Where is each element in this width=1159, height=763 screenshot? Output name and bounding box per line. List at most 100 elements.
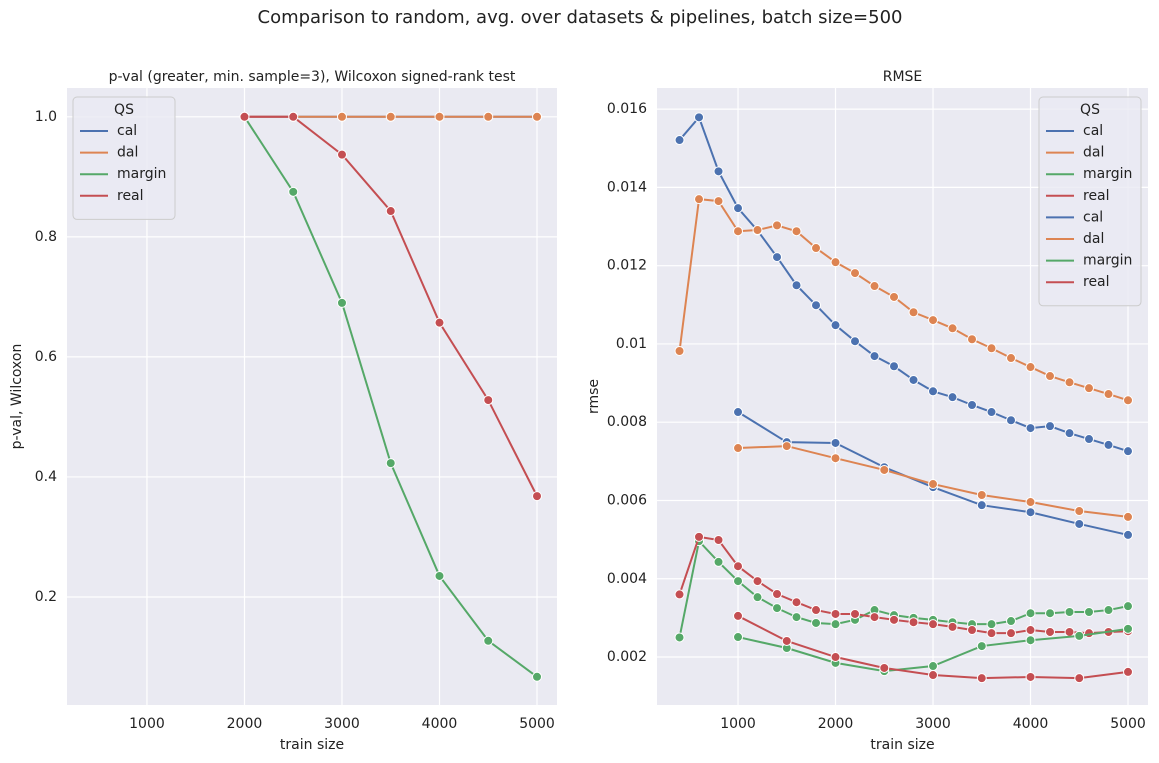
chart-title: RMSE [883,69,923,85]
marker [1123,601,1134,612]
x-tick-label: 3000 [324,716,360,732]
marker [1074,673,1085,684]
x-tick-label: 2000 [818,716,854,732]
legend-label: dal [117,145,138,161]
marker [1084,607,1095,618]
marker [1123,446,1134,457]
marker [967,625,978,636]
y-axis-label: p-val, Wilcoxon [9,344,25,450]
marker [733,610,744,621]
marker [1074,630,1085,641]
marker [811,243,822,254]
y-tick-label: 0.006 [607,492,647,508]
marker [830,257,841,268]
marker [752,225,763,236]
marker [483,395,494,406]
marker [791,612,802,623]
marker [1006,353,1017,364]
marker [830,608,841,619]
marker [889,291,900,302]
marker [811,617,822,628]
marker [1045,608,1056,619]
marker [1123,666,1134,677]
marker [532,671,543,682]
marker [733,226,744,237]
marker [385,458,396,469]
marker [781,635,792,646]
marker [976,500,987,511]
marker [850,268,861,279]
x-tick-label: 5000 [519,716,555,732]
marker [772,220,783,231]
marker [967,334,978,345]
marker [733,407,744,418]
marker [385,206,396,217]
x-axis-label: train size [280,737,344,753]
legend: QS cal dal margin real cal dal margin real [1038,96,1142,307]
marker [772,603,783,614]
marker [1123,623,1134,634]
marker [976,641,987,652]
marker [1025,423,1036,434]
y-tick-label: 0.012 [607,258,647,274]
legend-label: real [1083,188,1110,204]
marker [532,111,543,122]
marker [772,252,783,263]
marker [674,135,685,146]
marker [1006,628,1017,639]
y-axis-label: rmse [586,379,602,414]
marker [483,635,494,646]
marker [869,281,880,292]
y-tick-label: 0.8 [35,229,57,245]
marker [733,561,744,572]
marker [811,300,822,311]
legend-label: cal [117,123,137,139]
marker [674,589,685,600]
marker [908,374,919,385]
marker [976,673,987,684]
y-tick-label: 0.002 [607,649,647,665]
legend-box [1038,96,1142,307]
x-tick-label: 1000 [720,716,756,732]
marker [869,612,880,623]
legend-label: real [1083,274,1110,290]
legend-title: QS [114,102,134,118]
marker [1064,607,1075,618]
marker [1025,507,1036,518]
legend-label: cal [1083,123,1103,139]
legend-label: dal [1083,145,1104,161]
legend-title: QS [1080,102,1100,118]
marker [908,307,919,318]
marker [1123,395,1134,406]
marker [928,670,939,681]
marker [1045,421,1056,432]
marker [434,317,445,328]
marker [694,194,705,205]
legend-label: margin [1083,166,1132,182]
marker [674,632,685,643]
marker [483,111,494,122]
marker [239,111,250,122]
legend-label: margin [117,166,166,182]
marker [986,619,997,630]
marker [336,149,347,160]
marker [928,619,939,630]
marker [434,570,445,581]
marker [869,351,880,362]
marker [850,608,861,619]
marker [733,443,744,454]
marker [947,323,958,334]
marker [986,343,997,354]
figure-title: Comparison to random, avg. over datasets… [258,7,903,28]
marker [947,621,958,632]
marker [928,386,939,397]
marker [781,441,792,452]
marker [1025,671,1036,682]
x-tick-label: 5000 [1110,716,1146,732]
marker [336,111,347,122]
marker [713,556,724,567]
marker [733,576,744,587]
marker [1103,605,1114,616]
